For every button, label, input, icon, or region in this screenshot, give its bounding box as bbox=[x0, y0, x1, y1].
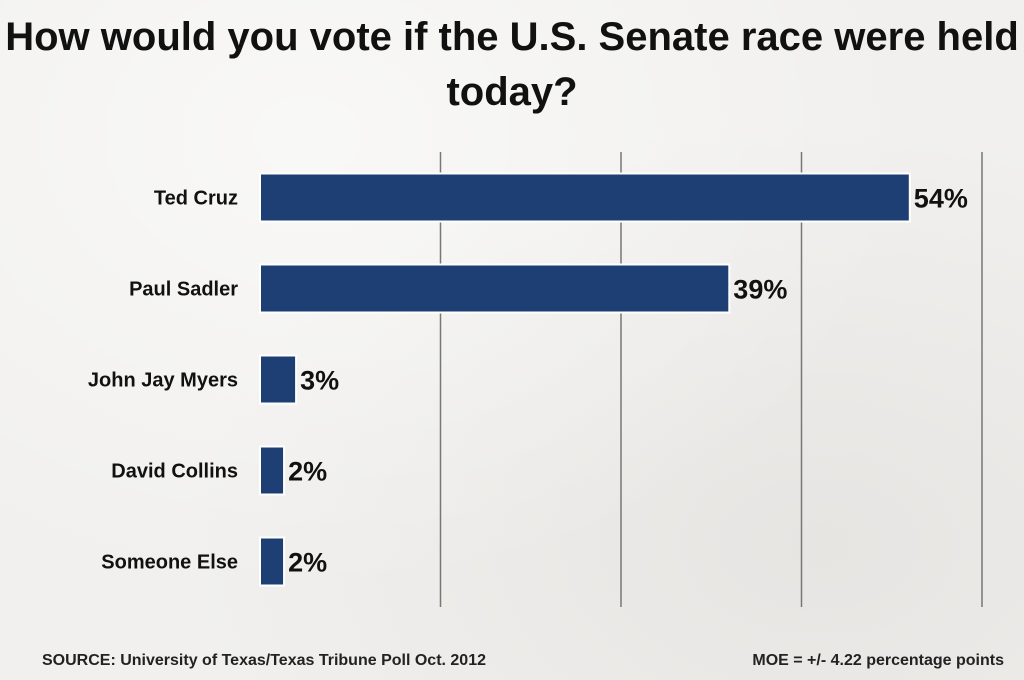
value-label: 54% bbox=[914, 184, 968, 214]
chart-title: How would you vote if the U.S. Senate ra… bbox=[5, 15, 1019, 114]
value-label: 2% bbox=[288, 457, 327, 487]
bar-david-collins bbox=[259, 445, 286, 496]
category-label: David Collins bbox=[111, 461, 238, 483]
value-label: 39% bbox=[733, 275, 787, 305]
bar-someone-else bbox=[259, 536, 286, 587]
category-label: Paul Sadler bbox=[129, 279, 238, 301]
bar-paul-sadler bbox=[259, 263, 731, 314]
source-note: SOURCE: University of Texas/Texas Tribun… bbox=[42, 652, 486, 669]
bar-john-jay-myers bbox=[259, 354, 298, 405]
category-label: Ted Cruz bbox=[154, 188, 238, 210]
value-label: 2% bbox=[288, 548, 327, 578]
labels: Ted Cruz 54% Paul Sadler 39% John Jay Myers 3… bbox=[88, 184, 968, 578]
bars bbox=[259, 172, 911, 587]
moe-note: MOE = +/- 4.22 percentage points bbox=[752, 652, 1004, 669]
bar-ted-cruz bbox=[259, 172, 911, 223]
value-label: 3% bbox=[300, 366, 339, 396]
category-label: Someone Else bbox=[101, 552, 238, 574]
category-label: John Jay Myers bbox=[88, 370, 238, 392]
gridlines bbox=[439, 152, 983, 607]
